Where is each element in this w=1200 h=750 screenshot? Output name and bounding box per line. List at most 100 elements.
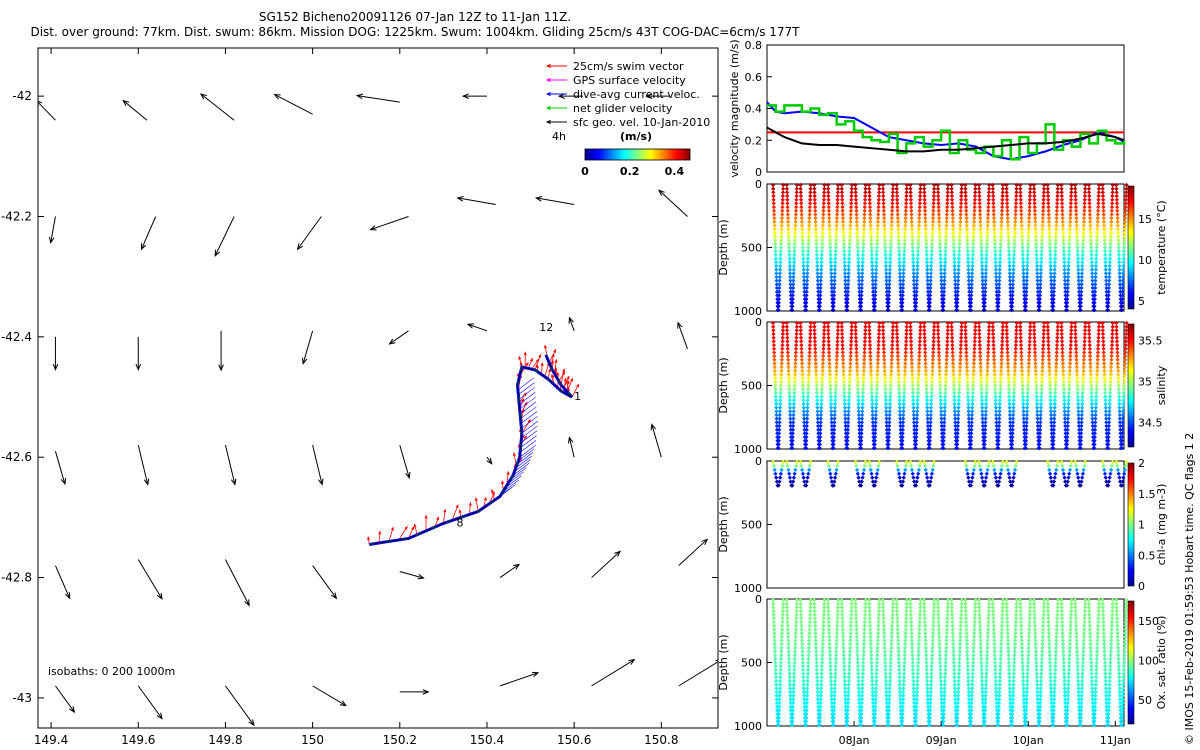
temperature-point	[806, 241, 811, 247]
temperature-point	[792, 241, 797, 247]
temperature-point	[773, 256, 778, 261]
swim-vector-head	[523, 351, 527, 356]
temperature-point	[794, 186, 799, 191]
temperature-point	[826, 190, 831, 195]
temperature-point	[772, 234, 778, 239]
temperature-point	[786, 234, 791, 239]
temperature-point	[776, 307, 781, 313]
swim-vector-head	[404, 525, 408, 530]
sfc-geo-vector	[651, 424, 662, 458]
temperature-point	[774, 278, 779, 283]
swim-vector	[521, 419, 531, 434]
temperature-point	[876, 190, 882, 195]
temperature-point	[909, 208, 914, 213]
temperature-point	[778, 252, 783, 258]
temperature-point	[876, 193, 882, 199]
temperature-point	[827, 238, 833, 243]
title-line-1: SG152 Bicheno20091126 07-Jan 12Z to 11-J…	[258, 10, 572, 24]
temperature-point	[918, 190, 923, 195]
temperature-point	[804, 282, 810, 287]
temperature-point	[887, 278, 892, 283]
temperature-point	[791, 271, 796, 276]
temperature-point	[781, 182, 786, 188]
temperature-point	[880, 182, 886, 188]
temperature-point	[886, 293, 892, 298]
temperature-point	[873, 282, 878, 287]
temperature-point	[779, 227, 784, 232]
temperature-point	[832, 285, 837, 291]
temperature-point	[895, 197, 900, 202]
temperature-point	[887, 282, 892, 287]
temperature-point	[888, 256, 893, 261]
temperature-point	[902, 238, 907, 243]
sfc-geo-vector-head	[38, 100, 43, 107]
swim-vector	[548, 349, 557, 363]
swim-vector-head	[390, 526, 394, 531]
temperature-point	[808, 190, 813, 195]
temperature-point	[895, 212, 900, 217]
dac-vector	[519, 440, 537, 453]
swim-vector	[442, 509, 446, 524]
temperature-point	[911, 263, 916, 269]
temperature-point	[832, 274, 837, 280]
temperature-point	[901, 278, 906, 283]
temperature-point	[771, 193, 776, 199]
sfc-geo-vector	[50, 216, 56, 243]
temperature-point	[776, 293, 782, 298]
sfc-geo-vector	[457, 197, 496, 205]
swim-vector	[475, 498, 479, 512]
temperature-point	[815, 271, 820, 276]
temperature-point	[829, 289, 835, 294]
temperature-point	[846, 282, 851, 287]
chla-colorbar-tick-label: 2	[1138, 457, 1145, 470]
oxygen-colorbar	[1127, 600, 1135, 725]
chla-y-tick-label: 0	[755, 455, 762, 468]
oxygen-colorbar-label: Ox. sat. ratio (%)	[1155, 616, 1168, 710]
temperature-point	[853, 197, 859, 202]
temperature-point	[835, 190, 841, 195]
temperature-point	[827, 223, 832, 228]
temperature-point	[777, 271, 783, 276]
temperature-point	[792, 252, 797, 258]
track-label: 1	[574, 390, 581, 403]
dac-vector	[518, 387, 535, 400]
temperature-point	[900, 285, 906, 291]
temperature-point	[779, 230, 784, 235]
sfc-geo-vector-head	[64, 592, 71, 600]
temperature-point	[869, 249, 874, 254]
temperature-point	[790, 296, 795, 302]
temperature-point	[801, 267, 806, 272]
temperature-point	[916, 238, 921, 243]
temperature-point	[840, 197, 845, 202]
temperature-point	[800, 238, 805, 243]
swim-vector-head	[378, 530, 382, 535]
temperature-point	[897, 256, 902, 261]
temperature-point	[771, 197, 776, 202]
temperature-point	[911, 274, 916, 280]
swim-vector-head	[556, 371, 560, 376]
temperature-point	[841, 230, 846, 235]
temperature-point	[854, 204, 859, 210]
temperature-point	[833, 241, 839, 247]
temperature-point	[909, 223, 914, 228]
temperature-point	[828, 256, 833, 261]
temperature-point	[917, 216, 922, 221]
temperature-point	[872, 307, 877, 313]
temperature-point	[1123, 193, 1129, 199]
chla-colorbar	[1127, 462, 1135, 587]
dac-vector	[519, 392, 536, 405]
sfc-geo-vector-head	[296, 243, 303, 251]
temperature-point	[807, 208, 812, 213]
temperature-point	[774, 289, 780, 294]
temperature-point	[898, 278, 903, 283]
temperature-point	[778, 241, 784, 247]
temperature-point	[786, 238, 791, 243]
temperature-point	[799, 208, 804, 213]
sfc-geo-vector-head	[60, 477, 67, 486]
temperature-point	[812, 197, 817, 202]
sfc-geo-vector	[297, 216, 322, 250]
salinity-colorbar-tick-label: 35	[1138, 375, 1152, 388]
temperature-point	[854, 212, 859, 217]
